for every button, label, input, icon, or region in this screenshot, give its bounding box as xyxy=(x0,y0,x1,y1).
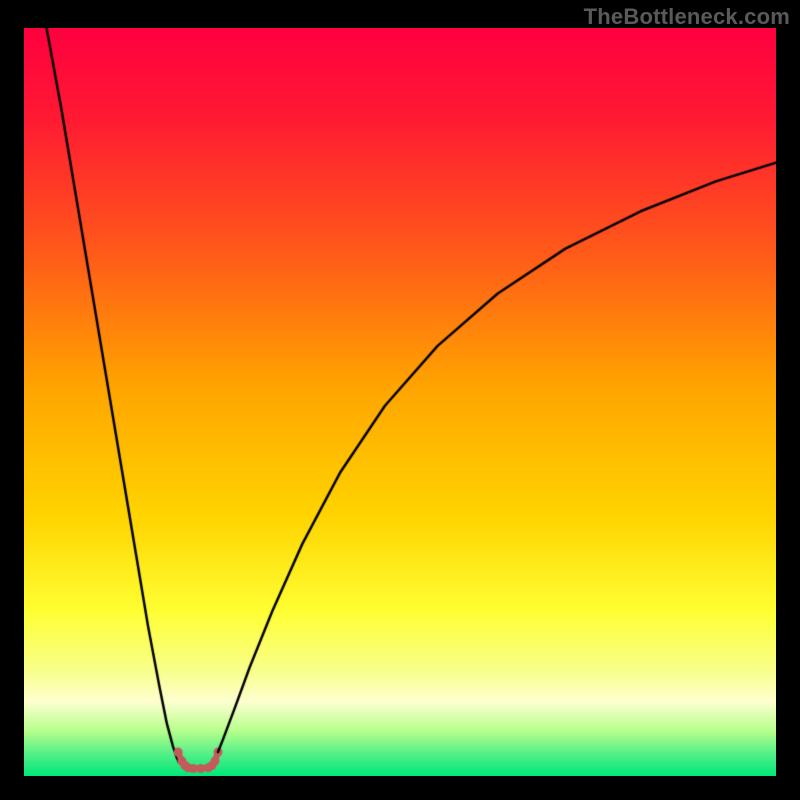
bottleneck-curve xyxy=(24,28,776,776)
figure-container: TheBottleneck.com xyxy=(0,0,800,800)
watermark-text: TheBottleneck.com xyxy=(584,4,790,30)
plot-frame xyxy=(24,28,776,776)
